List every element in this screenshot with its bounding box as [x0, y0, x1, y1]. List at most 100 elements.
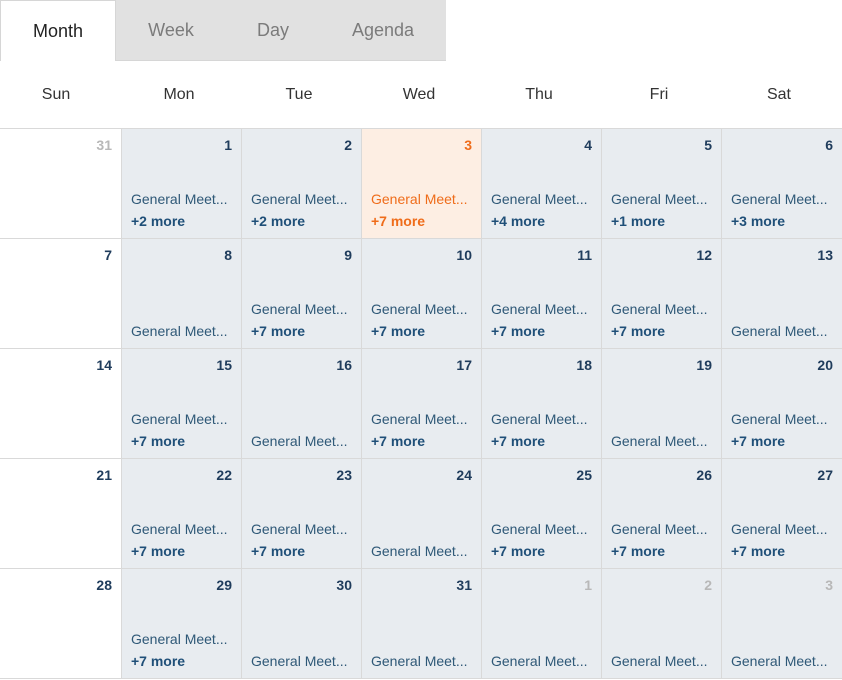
event-item[interactable]: General Meet... — [491, 301, 588, 317]
day-number[interactable]: 11 — [577, 247, 592, 263]
show-more-link[interactable]: +7 more — [611, 323, 666, 339]
show-more-link[interactable]: +7 more — [731, 543, 786, 559]
day-cell[interactable]: 19 General Meet... — [602, 349, 722, 459]
day-number[interactable]: 23 — [336, 467, 352, 483]
day-number[interactable]: 5 — [704, 137, 712, 153]
event-item[interactable]: General Meet... — [611, 191, 708, 207]
day-number[interactable]: 17 — [456, 357, 472, 373]
day-number[interactable]: 22 — [216, 467, 232, 483]
show-more-link[interactable]: +7 more — [251, 543, 306, 559]
show-more-link[interactable]: +2 more — [251, 213, 306, 229]
day-cell[interactable]: 5 General Meet... +1 more — [602, 129, 722, 239]
day-number[interactable]: 31 — [96, 137, 112, 153]
event-item[interactable]: General Meet... — [251, 191, 348, 207]
day-cell[interactable]: 9 General Meet... +7 more — [242, 239, 362, 349]
day-cell[interactable]: 1 General Meet... +2 more — [122, 129, 242, 239]
event-item[interactable]: General Meet... — [131, 521, 228, 537]
day-cell[interactable]: 2 General Meet... — [602, 569, 722, 679]
show-more-link[interactable]: +4 more — [491, 213, 546, 229]
day-cell[interactable]: 11 General Meet... +7 more — [482, 239, 602, 349]
day-number[interactable]: 24 — [456, 467, 472, 483]
day-number[interactable]: 14 — [96, 357, 112, 373]
day-number[interactable]: 16 — [336, 357, 352, 373]
event-item[interactable]: General Meet... — [731, 521, 828, 537]
event-item[interactable]: General Meet... — [131, 191, 228, 207]
day-cell[interactable]: 30 General Meet... — [242, 569, 362, 679]
event-item[interactable]: General Meet... — [611, 653, 708, 669]
tab-month[interactable]: Month — [0, 0, 116, 61]
day-cell[interactable]: 31 — [0, 129, 122, 239]
event-item[interactable]: General Meet... — [251, 653, 348, 669]
day-cell[interactable]: 10 General Meet... +7 more — [362, 239, 482, 349]
event-item[interactable]: General Meet... — [491, 521, 588, 537]
day-number[interactable]: 7 — [104, 247, 112, 263]
day-number[interactable]: 1 — [224, 137, 232, 153]
day-cell[interactable]: 13 General Meet... — [722, 239, 842, 349]
day-cell[interactable]: 2 General Meet... +2 more — [242, 129, 362, 239]
event-item[interactable]: General Meet... — [611, 521, 708, 537]
day-number[interactable]: 12 — [696, 247, 712, 263]
tab-day[interactable]: Day — [256, 20, 289, 40]
event-item[interactable]: General Meet... — [731, 323, 828, 339]
event-item[interactable]: General Meet... — [371, 301, 468, 317]
day-number[interactable]: 28 — [96, 577, 112, 593]
day-number[interactable]: 18 — [576, 357, 592, 373]
show-more-link[interactable]: +7 more — [131, 543, 186, 559]
day-number[interactable]: 10 — [456, 247, 472, 263]
day-number[interactable]: 26 — [696, 467, 712, 483]
day-cell[interactable]: 22 General Meet... +7 more — [122, 459, 242, 569]
day-cell[interactable]: 3 General Meet... — [722, 569, 842, 679]
day-cell[interactable]: 25 General Meet... +7 more — [482, 459, 602, 569]
show-more-link[interactable]: +7 more — [491, 543, 546, 559]
event-item[interactable]: General Meet... — [491, 191, 588, 207]
day-cell-today[interactable]: 3 General Meet... +7 more — [362, 129, 482, 239]
event-item[interactable]: General Meet... — [131, 631, 228, 647]
event-item[interactable]: General Meet... — [731, 411, 828, 427]
event-item[interactable]: General Meet... — [491, 653, 588, 669]
day-cell[interactable]: 16 General Meet... — [242, 349, 362, 459]
day-number[interactable]: 31 — [456, 577, 472, 593]
day-number[interactable]: 2 — [344, 137, 352, 153]
event-item[interactable]: General Meet... — [731, 653, 828, 669]
day-cell[interactable]: 23 General Meet... +7 more — [242, 459, 362, 569]
day-number[interactable]: 15 — [216, 357, 232, 373]
show-more-link[interactable]: +7 more — [731, 433, 786, 449]
day-number[interactable]: 29 — [216, 577, 232, 593]
day-cell[interactable]: 17 General Meet... +7 more — [362, 349, 482, 459]
day-number[interactable]: 6 — [825, 137, 833, 153]
day-number[interactable]: 3 — [825, 577, 833, 593]
event-item[interactable]: General Meet... — [131, 323, 228, 339]
tab-week[interactable]: Week — [148, 20, 194, 40]
show-more-link[interactable]: +7 more — [611, 543, 666, 559]
day-number[interactable]: 21 — [96, 467, 112, 483]
day-cell[interactable]: 8 General Meet... — [122, 239, 242, 349]
day-cell[interactable]: 24 General Meet... — [362, 459, 482, 569]
day-cell[interactable]: 18 General Meet... +7 more — [482, 349, 602, 459]
day-number[interactable]: 25 — [576, 467, 592, 483]
day-cell[interactable]: 6 General Meet... +3 more — [722, 129, 842, 239]
day-number[interactable]: 30 — [336, 577, 352, 593]
show-more-link[interactable]: +7 more — [491, 323, 546, 339]
show-more-link[interactable]: +2 more — [131, 213, 186, 229]
event-item[interactable]: General Meet... — [371, 191, 468, 207]
day-cell[interactable]: 27 General Meet... +7 more — [722, 459, 842, 569]
day-number[interactable]: 9 — [344, 247, 352, 263]
show-more-link[interactable]: +1 more — [611, 213, 666, 229]
show-more-link[interactable]: +7 more — [371, 323, 426, 339]
tab-agenda[interactable]: Agenda — [351, 20, 415, 40]
day-cell[interactable]: 28 — [0, 569, 122, 679]
day-number[interactable]: 3 — [464, 137, 472, 153]
event-item[interactable]: General Meet... — [611, 301, 708, 317]
day-number[interactable]: 2 — [704, 577, 712, 593]
show-more-link[interactable]: +7 more — [491, 433, 546, 449]
show-more-link[interactable]: +3 more — [731, 213, 786, 229]
day-cell[interactable]: 12 General Meet... +7 more — [602, 239, 722, 349]
day-number[interactable]: 19 — [696, 357, 712, 373]
day-cell[interactable]: 31 General Meet... — [362, 569, 482, 679]
day-cell[interactable]: 26 General Meet... +7 more — [602, 459, 722, 569]
day-cell[interactable]: 21 — [0, 459, 122, 569]
day-cell[interactable]: 15 General Meet... +7 more — [122, 349, 242, 459]
day-number[interactable]: 1 — [584, 577, 592, 593]
day-number[interactable]: 8 — [224, 247, 232, 263]
event-item[interactable]: General Meet... — [251, 433, 348, 449]
